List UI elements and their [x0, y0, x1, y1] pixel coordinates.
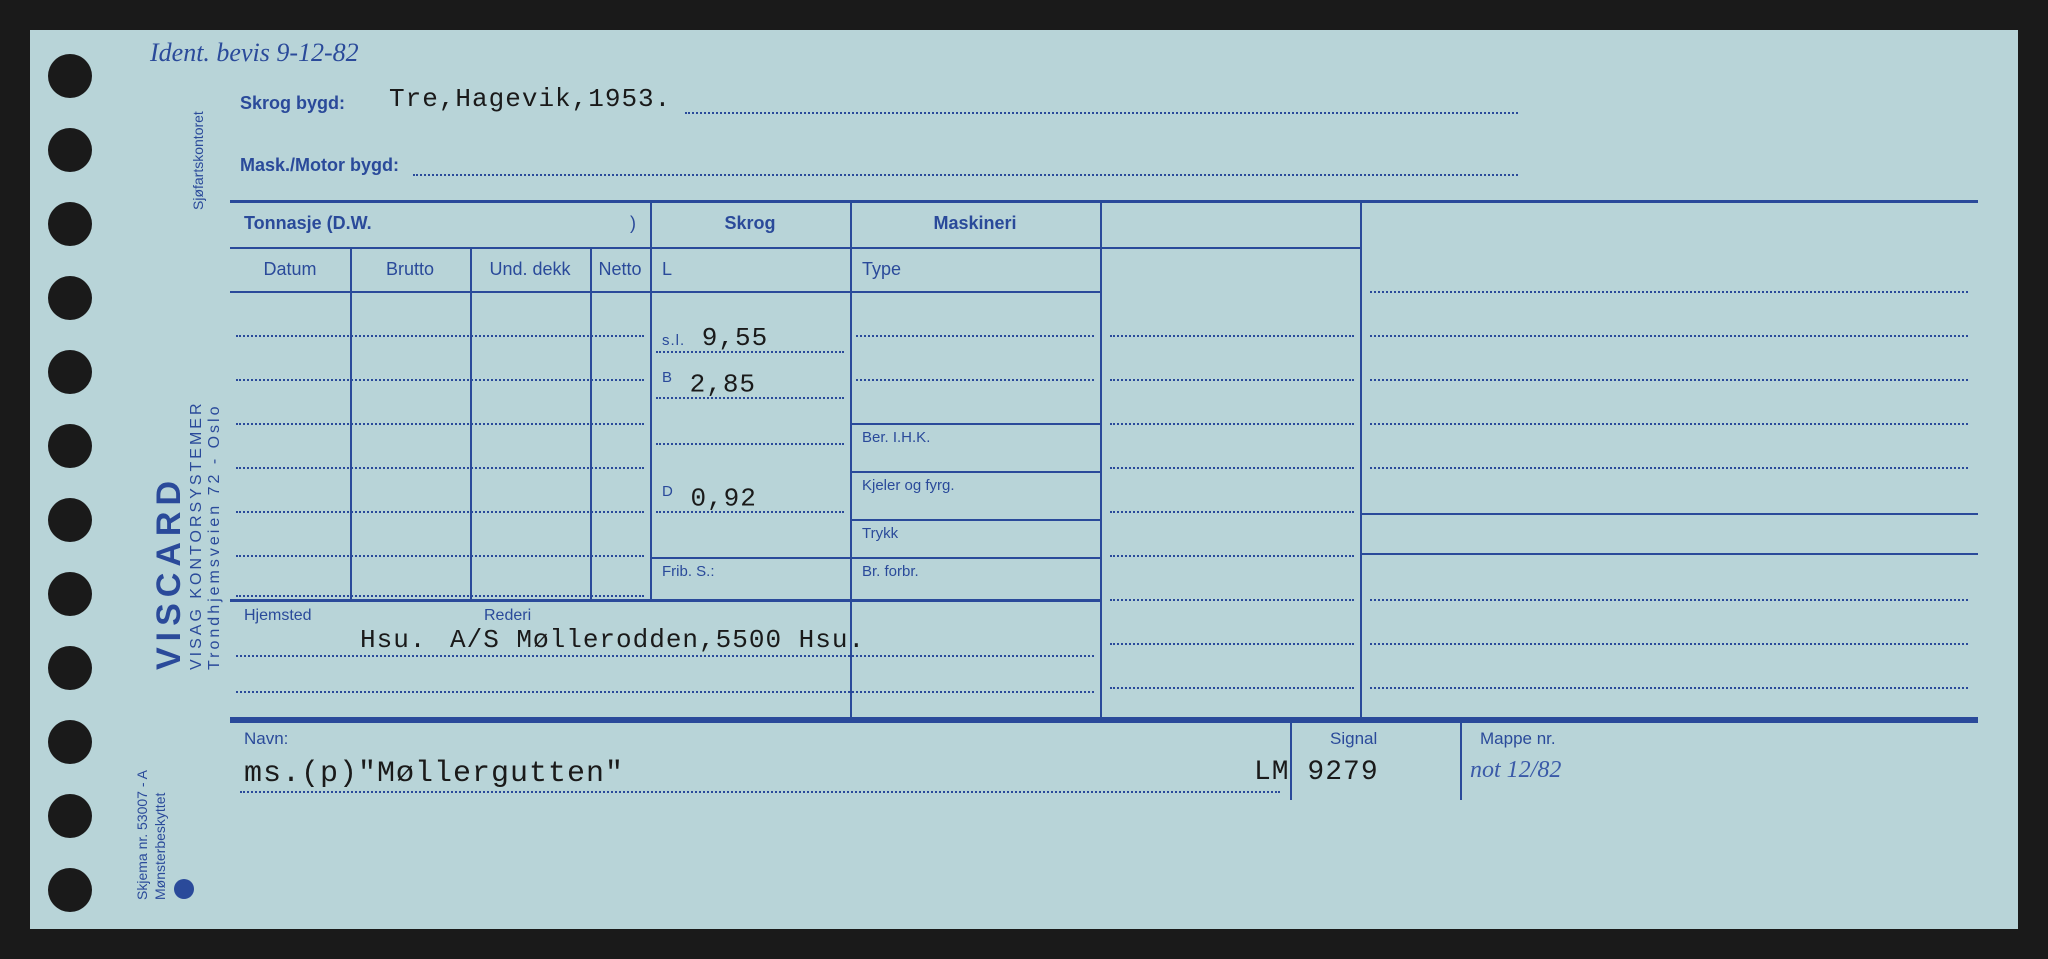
hdr-klasse: Klasse [1360, 213, 2018, 234]
hdr-type: Type [862, 259, 901, 280]
hdr-maskineri: Maskineri [850, 213, 1100, 234]
skrog-D: D 0,92 [662, 483, 757, 514]
row-skrog-bygd: Skrog bygd: Tre,Hagevik,1953. [240, 74, 1518, 114]
lbl-fartsomrade: Fartsområde — Rute [1360, 523, 2018, 544]
lbl-br-forbr: Br. forbr. [862, 563, 919, 580]
hdr-tonnasje-close: ) [630, 213, 636, 234]
handwritten-ident-bevis: Ident. bevis 9-12-82 [150, 38, 359, 68]
blue-bullet-icon [174, 879, 194, 899]
hdr-L: L [662, 259, 672, 280]
row-mask-motor: Mask./Motor bygd: [240, 136, 1518, 176]
brand-addr: Trondhjemsveien 72 - Oslo [206, 404, 224, 671]
lbl-frib: Frib. S.: [662, 563, 715, 580]
hdr-skrog: Skrog [650, 213, 850, 234]
lbl-mappe: Mappe nr. [1480, 729, 1556, 749]
val-signal: LM 9279 [1254, 757, 1379, 788]
lbl-trykk: Trykk [862, 525, 898, 542]
lbl-navn: Navn: [244, 729, 288, 749]
brand-tagline: VISAG KONTORSYSTEMER [188, 400, 206, 670]
val-hjemsted: Hsu. [360, 625, 426, 655]
hdr-tonnasje: Tonnasje (D.W. [244, 213, 372, 234]
punch-holes [48, 30, 108, 929]
scanned-card: VISCARD VISAG KONTORSYSTEMER Trondhjemsv… [30, 30, 2018, 929]
hdr-und-dekk: Und. dekk [470, 259, 590, 280]
dotted-fill [413, 146, 1518, 176]
left-margin-branding: VISCARD VISAG KONTORSYSTEMER Trondhjemsv… [130, 30, 210, 929]
value-skrog-bygd: Tre,Hagevik,1953. [389, 84, 671, 114]
skrog-sl: s.l. 9,55 [662, 323, 768, 353]
lbl-signal: Signal [1330, 729, 1377, 749]
val-rederi: A/S Møllerodden,5500 Hsu. [450, 625, 865, 655]
footer-row: Navn: ms.(p)"Møllergutten" Signal LM 927… [230, 720, 1978, 800]
label-mask-motor: Mask./Motor bygd: [240, 155, 399, 176]
index-card: Ident. bevis 9-12-82 Skrog bygd: Tre,Hag… [230, 60, 1978, 899]
lbl-kjeler: Kjeler og fyrg. [862, 477, 962, 494]
skjema-nr: Skjema nr. 53007 - A [134, 770, 150, 900]
lbl-ber-ihk: Ber. I.H.K. [862, 429, 930, 446]
val-navn: ms.(p)"Møllergutten" [244, 757, 624, 791]
label-skrog-bygd: Skrog bygd: [240, 93, 345, 114]
val-mappe-handwritten: not 12/82 [1470, 757, 1561, 784]
hdr-brutto: Brutto [350, 259, 470, 280]
dotted-fill [685, 84, 1518, 114]
monsterbeskyttet: Mønsterbeskyttet [152, 793, 168, 900]
sjofartskontoret: Sjøfartskontoret [190, 111, 206, 210]
skrog-B: B 2,85 [662, 369, 756, 400]
hdr-datum: Datum [230, 259, 350, 280]
lbl-rederi: Rederi [484, 607, 531, 625]
brand-viscard: VISCARD [150, 475, 189, 670]
hjemsted-rederi-block: Hjemsted Rederi Hsu. A/S Møllerodden,550… [230, 601, 1100, 723]
lbl-hjemsted: Hjemsted [244, 607, 312, 625]
hdr-netto: Netto [590, 259, 650, 280]
main-table: Tonnasje (D.W. ) Skrog Maskineri Klasse … [230, 200, 1978, 720]
